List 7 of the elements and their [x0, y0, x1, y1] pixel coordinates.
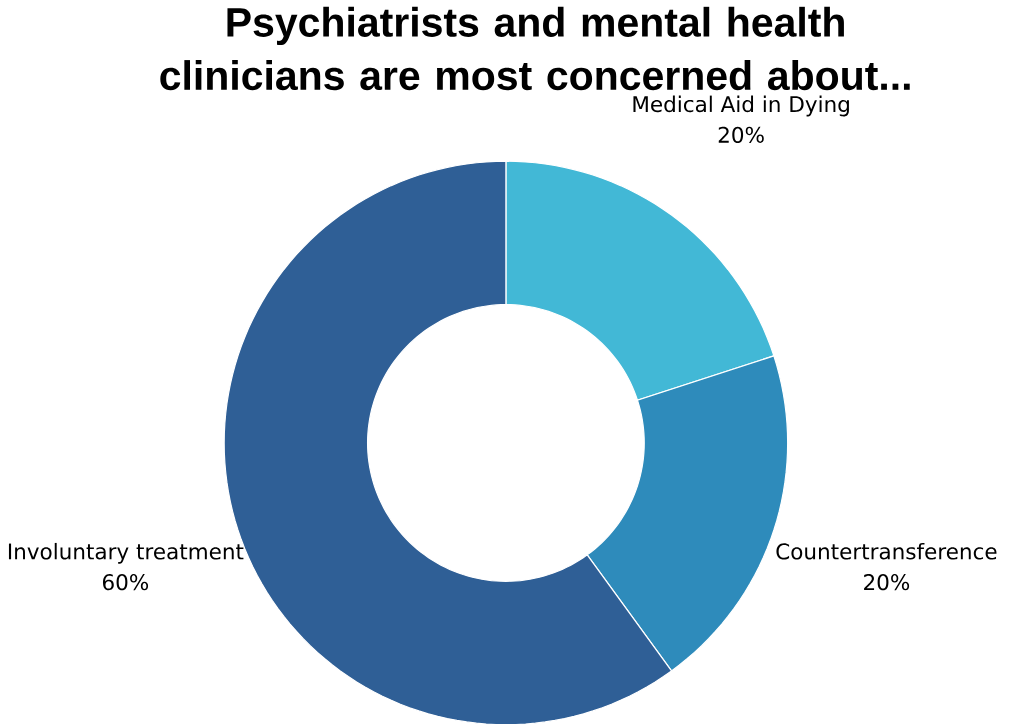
- data-label: 20%: [864, 573, 910, 591]
- chart-title: Psychiatrists and mental health clinicians are most concerned about...: [160, 6, 910, 90]
- data-label: 60%: [102, 573, 149, 591]
- slice-label: Medical Aid in Dying: [633, 95, 849, 117]
- slice-label: Countertransference: [776, 542, 997, 560]
- slice-label: Involuntary treatment: [8, 542, 244, 564]
- data-label: 20%: [718, 126, 764, 143]
